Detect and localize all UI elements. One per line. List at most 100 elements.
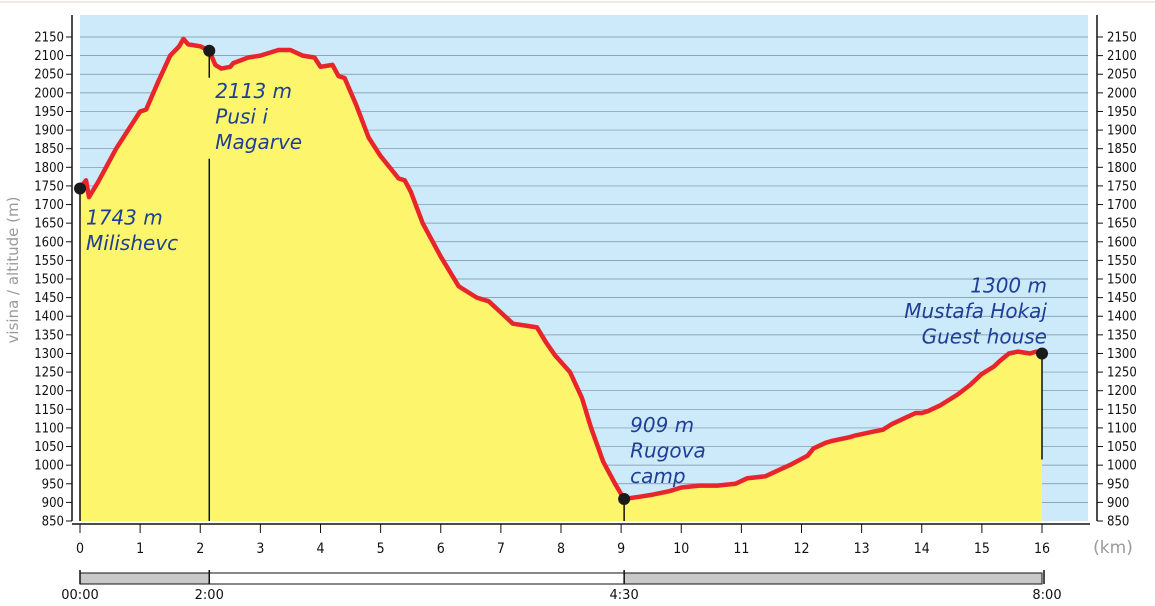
y-tick-label: 950 <box>42 477 64 492</box>
y-tick-label: 1900 <box>34 124 64 139</box>
x-tick-label: 1 <box>136 541 144 557</box>
y-tick-label: 1350 <box>1107 328 1137 343</box>
y-tick-label: 1950 <box>34 105 64 120</box>
waypoint-label-line: Rugova <box>630 439 706 463</box>
y-tick-label: 1750 <box>34 179 64 194</box>
x-tick-label: 5 <box>377 541 385 557</box>
waypoint-dot <box>1036 347 1048 360</box>
waypoint-dot <box>203 44 216 57</box>
time-segment <box>208 572 625 585</box>
y-axis-right: 850 900 950 1000 1050 1100 1150 1200 1250 1300 135… <box>1096 15 1137 530</box>
y-tick-label: 1000 <box>34 459 64 474</box>
waypoint-label: 1300 m Mustafa Hokaj Guest house <box>904 273 1047 348</box>
y-tick-label: 1550 <box>1107 254 1137 269</box>
x-tick-label: 16 <box>1034 541 1050 557</box>
y-axis-label: visina / altitude (m) <box>4 197 22 344</box>
y-tick-label: 2000 <box>34 86 64 101</box>
y-tick-label: 1550 <box>34 254 64 269</box>
y-tick-label: 2150 <box>34 31 64 46</box>
y-tick-label: 1250 <box>1107 366 1137 381</box>
waypoint-label-line: 2113 m <box>215 79 292 103</box>
y-tick-label: 1950 <box>1107 105 1137 120</box>
x-tick-label: 13 <box>854 541 870 557</box>
y-tick-label: 1100 <box>34 421 64 436</box>
waypoint: 2113 m Pusi i Magarve <box>203 44 302 521</box>
time-label: 2:00 <box>195 588 224 603</box>
waypoint: 909 m Rugova camp <box>618 413 706 521</box>
x-tick-label: 3 <box>256 541 264 557</box>
y-tick-label: 1400 <box>1107 310 1137 325</box>
x-tick-label: 2 <box>196 541 204 557</box>
y-tick-label: 1450 <box>34 291 64 306</box>
y-tick-label: 1200 <box>34 384 64 399</box>
y-tick-label: 1450 <box>1107 291 1137 306</box>
y-axis-left: 850 900 950 1000 1050 1100 1150 1200 1250 1300 135… <box>34 15 73 530</box>
y-tick-label: 1250 <box>34 366 64 381</box>
x-tick-label: 0 <box>76 541 84 557</box>
y-tick-label: 1400 <box>34 310 64 325</box>
y-tick-label: 1800 <box>34 161 64 176</box>
y-tick-label: 2050 <box>1107 68 1137 83</box>
y-tick-label: 2100 <box>1107 49 1137 64</box>
y-tick-label: 1650 <box>34 217 64 232</box>
waypoint: 1743 m Milishevc <box>74 182 178 521</box>
y-tick-label: 1200 <box>1107 384 1137 399</box>
y-tick-label: 850 <box>1107 515 1129 530</box>
time-segment <box>79 572 210 585</box>
time-label: 00:00 <box>61 588 98 603</box>
y-tick-label: 1000 <box>1107 459 1137 474</box>
y-tick-label: 1050 <box>1107 440 1137 455</box>
y-tick-label: 1750 <box>1107 179 1137 194</box>
waypoint-label-line: Magarve <box>215 130 302 154</box>
waypoint-label-line: Guest house <box>922 324 1047 348</box>
y-tick-label: 1150 <box>34 403 64 418</box>
y-tick-label: 1300 <box>34 347 64 362</box>
y-tick-label: 900 <box>42 496 64 511</box>
y-tick-label: 1850 <box>1107 142 1137 157</box>
x-axis: 0 1 2 3 4 5 6 7 8 9 10 11 12 13 14 15 16 <box>72 523 1090 557</box>
y-tick-label: 2050 <box>34 68 64 83</box>
waypoint-dot <box>618 493 631 506</box>
waypoint-label: 1743 m Milishevc <box>86 206 178 256</box>
elevation-area <box>80 38 1042 522</box>
y-tick-label: 850 <box>42 515 64 530</box>
y-tick-label: 1050 <box>34 440 64 455</box>
x-tick-label: 12 <box>793 541 809 557</box>
waypoint-dot <box>74 182 86 195</box>
y-tick-label: 1350 <box>34 328 64 343</box>
x-tick-label: 11 <box>733 541 749 557</box>
x-tick-label: 15 <box>974 541 990 557</box>
y-tick-label: 1150 <box>1107 403 1137 418</box>
x-axis-unit: (km) <box>1093 538 1133 558</box>
waypoint-label-line: Mustafa Hokaj <box>904 299 1047 323</box>
y-tick-label: 2150 <box>1107 31 1137 46</box>
y-tick-label: 1500 <box>34 273 64 288</box>
time-label: 4:30 <box>610 588 639 603</box>
x-tick-label: 10 <box>673 541 689 557</box>
waypoint-label: 2113 m Pusi i Magarve <box>215 79 302 154</box>
y-tick-label: 1800 <box>1107 161 1137 176</box>
y-tick-label: 1700 <box>1107 198 1137 213</box>
x-tick-label: 14 <box>914 541 930 557</box>
time-segment <box>623 572 1043 585</box>
y-tick-label: 2000 <box>1107 86 1137 101</box>
y-tick-label: 1500 <box>1107 273 1137 288</box>
y-tick-label: 1600 <box>34 235 64 250</box>
y-tick-label: 1300 <box>1107 347 1137 362</box>
y-tick-label: 2100 <box>34 49 64 64</box>
x-tick-label: 8 <box>557 541 565 557</box>
waypoint-label: 909 m Rugova camp <box>630 413 706 488</box>
y-tick-label: 900 <box>1107 496 1129 511</box>
x-tick-label: 4 <box>316 541 324 557</box>
waypoint-label-line: 909 m <box>630 413 694 437</box>
y-tick-label: 1850 <box>34 142 64 157</box>
x-tick-label: 6 <box>437 541 445 557</box>
waypoint-label-line: camp <box>630 464 685 488</box>
time-label: 8:00 <box>1032 588 1061 603</box>
waypoint-label-line: Pusi i <box>215 104 268 128</box>
y-tick-label: 1100 <box>1107 421 1137 436</box>
x-tick-label: 9 <box>617 541 625 557</box>
waypoint: 1300 m Mustafa Hokaj Guest house <box>904 273 1048 460</box>
